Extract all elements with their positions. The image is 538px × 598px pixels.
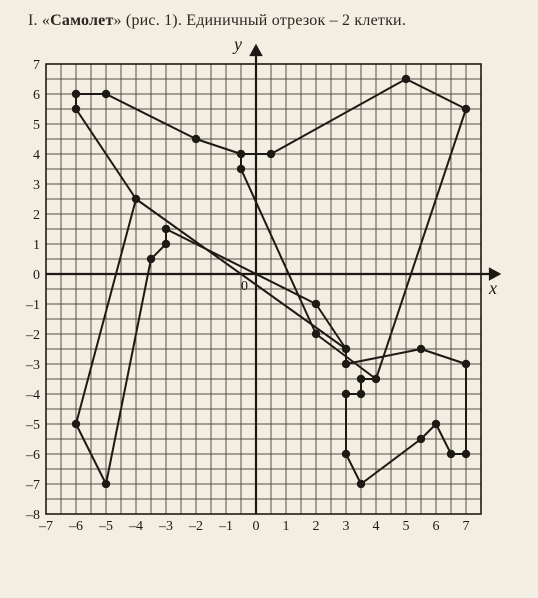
svg-text:4: 4: [373, 519, 380, 534]
caption-suffix: » (рис. 1). Единичный отрезок – 2 клетки…: [114, 12, 407, 29]
svg-text:0: 0: [33, 268, 40, 283]
svg-text:3: 3: [33, 178, 40, 193]
caption-name: Самолет: [50, 12, 113, 29]
svg-text:y: y: [232, 36, 242, 54]
svg-text:–3: –3: [25, 358, 40, 373]
figure-caption: I. «Самолет» (рис. 1). Единичный отрезок…: [28, 12, 528, 30]
svg-text:–4: –4: [128, 519, 143, 534]
svg-text:7: 7: [463, 519, 470, 534]
svg-text:–1: –1: [218, 519, 233, 534]
svg-text:–7: –7: [38, 519, 53, 534]
svg-text:6: 6: [433, 519, 440, 534]
svg-text:0: 0: [253, 519, 260, 534]
svg-text:4: 4: [33, 148, 40, 163]
svg-text:–2: –2: [25, 328, 40, 343]
caption-prefix: I. «: [28, 12, 50, 29]
svg-text:1: 1: [33, 238, 40, 253]
svg-text:5: 5: [33, 118, 40, 133]
svg-text:3: 3: [343, 519, 350, 534]
svg-text:–5: –5: [25, 418, 40, 433]
chart-container: –7–6–5–4–3–2–101234567–8–7–6–5–4–3–2–101…: [10, 36, 528, 586]
svg-text:–4: –4: [25, 388, 40, 403]
svg-text:–8: –8: [25, 508, 40, 523]
svg-text:–3: –3: [158, 519, 173, 534]
svg-text:5: 5: [403, 519, 410, 534]
svg-text:–7: –7: [25, 478, 40, 493]
svg-text:–6: –6: [25, 448, 40, 463]
svg-text:–5: –5: [98, 519, 113, 534]
coordinate-chart: –7–6–5–4–3–2–101234567–8–7–6–5–4–3–2–101…: [10, 36, 528, 586]
svg-text:1: 1: [283, 519, 290, 534]
svg-text:7: 7: [33, 58, 40, 73]
svg-text:6: 6: [33, 88, 40, 103]
svg-text:2: 2: [33, 208, 40, 223]
svg-text:0: 0: [241, 279, 248, 294]
svg-text:–6: –6: [68, 519, 83, 534]
svg-text:–1: –1: [25, 298, 40, 313]
svg-text:x: x: [488, 278, 497, 298]
svg-text:–2: –2: [188, 519, 203, 534]
svg-text:2: 2: [313, 519, 320, 534]
